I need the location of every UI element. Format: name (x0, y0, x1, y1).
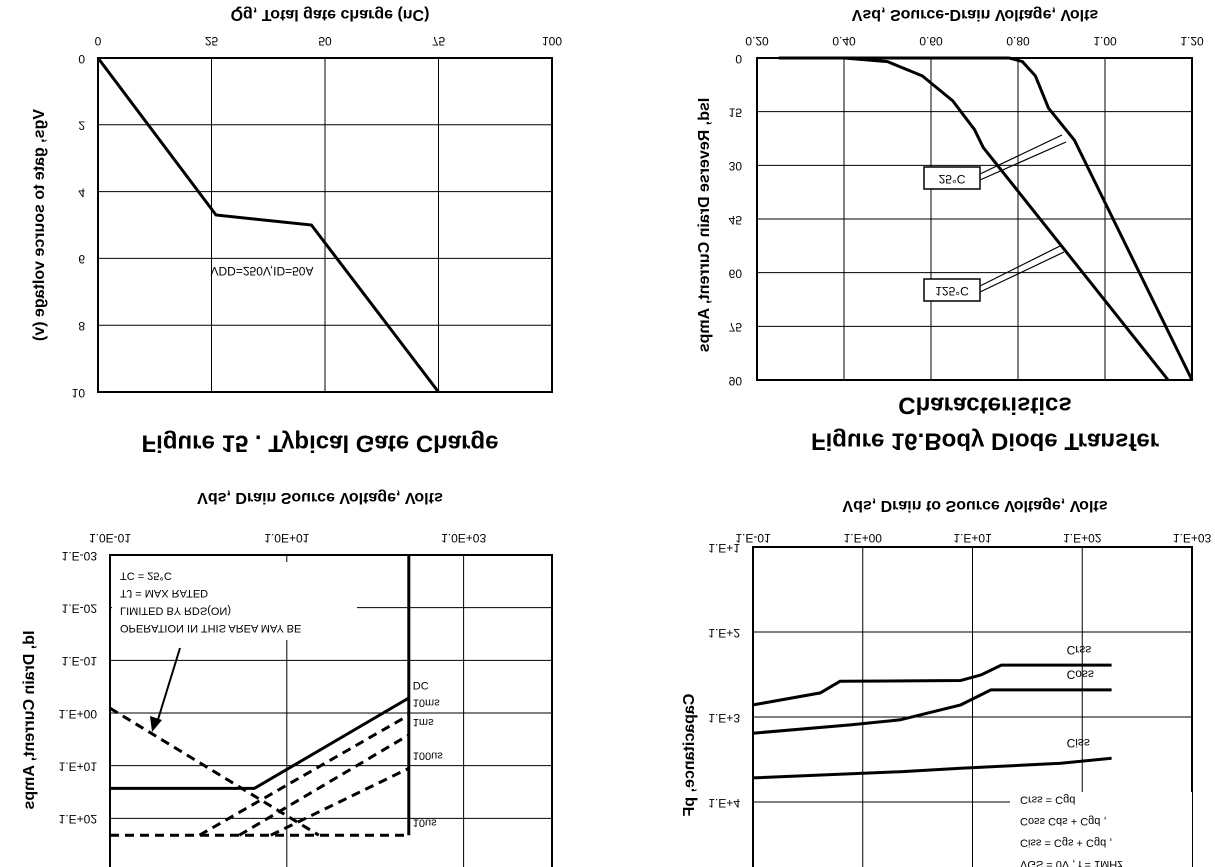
x-tick-label: 1.0E-01 (89, 531, 131, 545)
arrow-head (150, 716, 162, 732)
x-tick-label: 0.20 (745, 34, 769, 48)
annotation: Ciss = Cgs + Cgd , (1020, 837, 1112, 849)
label-box (923, 166, 981, 190)
x-axis-label: Vds, Drain to Source Voltage, Volts (842, 497, 1107, 514)
y-tick-label: 6 (78, 252, 85, 266)
y-tick-label: 1.E+02 (59, 812, 98, 826)
x-tick-label: 1.20 (1180, 34, 1204, 48)
x-axis-label: Vds, Drain Source Voltage, Volts (197, 489, 443, 506)
x-tick-label: 1.E+03 (1173, 531, 1212, 545)
y-tick-label: 10 (72, 386, 86, 400)
x-tick-label: 0.60 (919, 34, 943, 48)
series-label: 25°C (939, 172, 966, 186)
series-label: 1ms (413, 716, 434, 728)
series-label: 100us (413, 749, 443, 761)
annotation: LIMITED BY RDS(ON) (120, 605, 231, 617)
y-tick-label: 1.E+3 (708, 711, 740, 725)
y-tick-label: 15 (729, 105, 743, 119)
y-tick-label: 4 (78, 185, 85, 199)
data-line (752, 688, 1112, 735)
data-line (752, 663, 1112, 707)
y-tick-label: 90 (729, 374, 743, 388)
y-tick-label: 1.E-01 (62, 654, 98, 668)
data-line (752, 756, 1112, 780)
y-tick-label: 75 (729, 320, 743, 334)
annotation: VDD=250V,ID=50A (211, 264, 314, 278)
x-tick-label: 0.40 (832, 34, 856, 48)
series-label: Crss (1067, 643, 1092, 657)
y-tick-label: 1.E-02 (62, 601, 98, 615)
x-axis-label: Vsd, Source-Drain Voltage, Volts (852, 6, 1099, 23)
y-tick-label: 0 (735, 52, 742, 66)
chart (756, 56, 1194, 381)
arrow (155, 647, 181, 727)
y-axis-label: Vgs, gate to source voltage (v) (31, 109, 48, 341)
x-tick-label: 1.0E+03 (441, 531, 486, 545)
x-axis-label: Qg, Total gate charge (nC) (231, 6, 430, 23)
annotation: OPERATION IN THIS AREA MAY BE (120, 622, 301, 634)
y-tick-label: 1.E-03 (62, 549, 98, 563)
x-tick-label: 1.E-01 (735, 531, 771, 545)
x-tick-label: 50 (318, 34, 332, 48)
data-line (198, 713, 410, 837)
data-line (778, 56, 1194, 381)
y-tick-label: 60 (729, 266, 743, 280)
leader (979, 244, 1063, 287)
leader (979, 141, 1067, 181)
data-line (110, 696, 410, 790)
series-label: Coss (1067, 668, 1094, 682)
x-tick-label: 1.0E+01 (264, 531, 309, 545)
y-tick-label: 30 (729, 159, 743, 173)
x-tick-label: 100 (542, 34, 562, 48)
x-tick-label: 75 (432, 34, 446, 48)
y-axis-label: Id, Drain Current, Amps (21, 631, 38, 810)
chart (109, 554, 553, 867)
y-tick-label: 8 (78, 319, 85, 333)
series-label: 125°C (935, 284, 969, 298)
label-box (923, 278, 981, 302)
chart (752, 546, 1193, 867)
note-box (112, 562, 357, 640)
y-tick-label: 1.E+01 (59, 759, 98, 773)
y-tick-label: 1.E+00 (59, 707, 98, 721)
x-tick-label: 1.E+00 (844, 531, 883, 545)
annotation: Coss Cds + Cgd , (1020, 815, 1107, 827)
y-axis-label: Capacitance, pF (681, 694, 698, 817)
note-box (1010, 792, 1192, 867)
leader (979, 251, 1065, 293)
annotation: TJ = MAX RATED (120, 587, 208, 599)
y-tick-label: 1.E+4 (708, 796, 740, 810)
y-tick-label: 1.E+1 (708, 541, 740, 555)
annotation: Crss = Cgd (1020, 794, 1075, 806)
series-label: DC (413, 679, 429, 691)
y-tick-label: 0 (78, 52, 85, 66)
y-axis-label: Isd, Reverse Drain Current, Amps (696, 98, 713, 353)
x-tick-label: 1.00 (1093, 34, 1117, 48)
y-tick-label: 45 (729, 213, 743, 227)
y-tick-label: 1.E+2 (708, 626, 740, 640)
x-tick-label: 0 (95, 34, 102, 48)
annotation: VGS = 0V , f = 1MHz (1020, 858, 1123, 867)
leader (979, 134, 1063, 175)
x-tick-label: 1.E+02 (1063, 531, 1102, 545)
series-label: Ciss (1067, 736, 1090, 750)
x-tick-label: 25 (205, 34, 219, 48)
series-label: 10us (413, 816, 437, 828)
annotation: TC = 25°C (120, 570, 172, 582)
data-line (238, 733, 410, 837)
chart-title: Figure 15 . Typical Gate Charge (142, 430, 499, 457)
x-tick-label: 0.80 (1006, 34, 1030, 48)
x-tick-label: 1.E+01 (953, 531, 992, 545)
chart-title: Characteristics (898, 392, 1071, 419)
series-label: 10ms (413, 696, 440, 708)
chart-title: Figure 16.Body Diode Transfer (811, 428, 1159, 455)
data-line (96, 57, 440, 393)
data-line (270, 766, 410, 837)
data-line (109, 706, 320, 837)
chart (96, 57, 553, 393)
y-tick-label: 2 (78, 119, 85, 133)
